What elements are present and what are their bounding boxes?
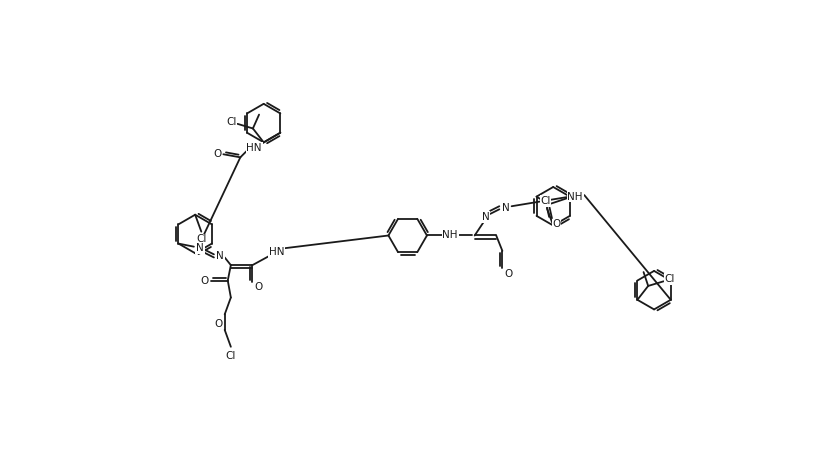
Text: N: N [196,243,204,253]
Text: NH: NH [568,192,582,201]
Text: Cl: Cl [226,117,236,126]
Text: HN: HN [268,247,284,257]
Text: O: O [213,149,222,159]
Text: Cl: Cl [196,234,206,244]
Text: O: O [214,319,222,329]
Text: NH: NH [443,230,458,241]
Text: Cl: Cl [664,274,675,284]
Text: N: N [482,212,489,222]
Text: Cl: Cl [226,351,236,361]
Text: Cl: Cl [541,196,551,206]
Text: O: O [505,269,513,279]
Text: HN: HN [246,143,262,153]
Text: N: N [501,203,510,213]
Text: O: O [254,282,263,292]
Text: O: O [200,276,209,285]
Text: N: N [216,251,224,261]
Text: O: O [552,219,560,229]
